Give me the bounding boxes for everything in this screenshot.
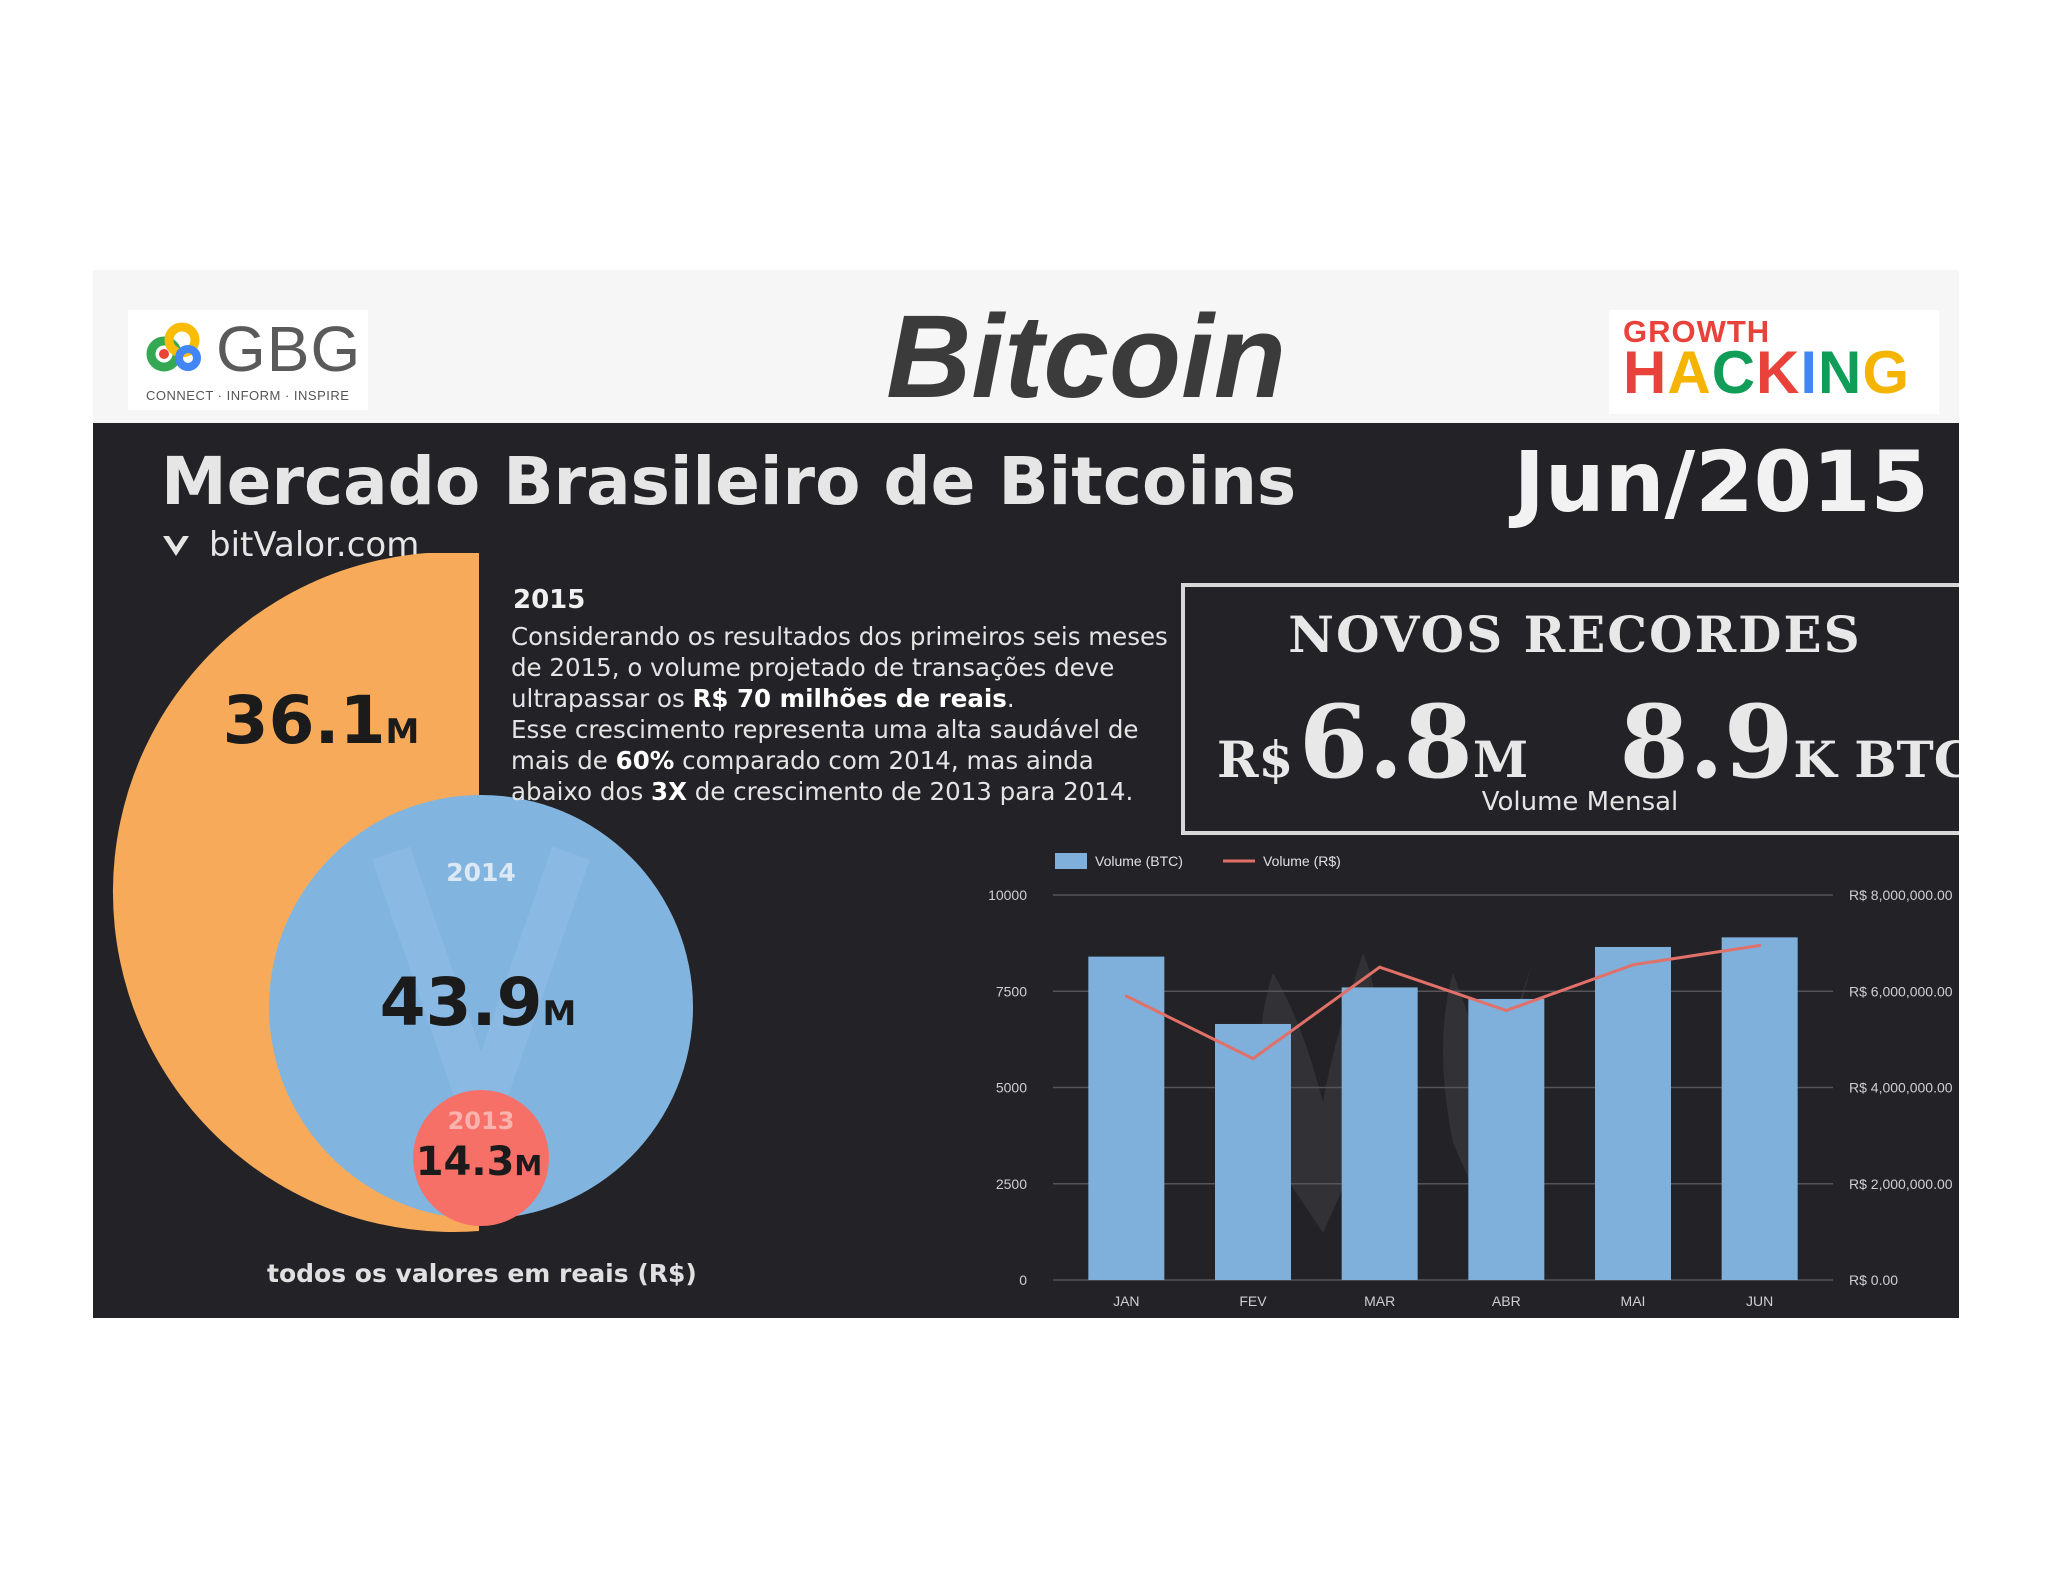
venn-value-2015: 36.1M (223, 682, 420, 759)
bar (1341, 987, 1418, 1280)
growth-hacking-letter: C (1711, 339, 1757, 406)
line-point (1251, 1057, 1255, 1061)
venn-value-2014: 43.9M (380, 964, 577, 1041)
growth-hacking-bottom: HACKING (1623, 340, 1910, 406)
growth-hacking-letter: N (1818, 339, 1863, 406)
line-point (1631, 963, 1635, 967)
venn-circle-2014 (269, 795, 693, 1219)
growth-hacking-letter: K (1756, 339, 1801, 406)
growth-hacking-letter: G (1862, 339, 1911, 406)
bar (1215, 1023, 1291, 1280)
y2-tick-label: R$ 0.00 (1849, 1272, 1898, 1288)
records-box: NOVOS RECORDES R$ 6.8M 8.9K BTC Volume M… (1181, 583, 1959, 835)
series-line-volume-brl (1125, 944, 1760, 1061)
page-title: Bitcoin (886, 291, 1286, 423)
source-label: bitValor.com (209, 525, 420, 565)
y2-tick-label: R$ 2,000,000.00 (1849, 1176, 1953, 1192)
x-tick-label: MAR (1364, 1293, 1395, 1309)
y-tick-label: 0 (1019, 1272, 1027, 1288)
venn-value-2013: 14.3M (416, 1139, 543, 1185)
venn-year-2014: 2014 (446, 858, 516, 887)
gbg-rings-icon (146, 322, 201, 372)
records-btc-value: 8.9 (1619, 683, 1794, 801)
y-tick-label: 7500 (996, 983, 1027, 999)
records-caption: Volume Mensal (1481, 787, 1679, 817)
legend-label: Volume (R$) (1263, 853, 1341, 869)
legend-swatch-bar (1055, 853, 1087, 869)
slide: GBG CONNECT · INFORM · INSPIRE Bitcoin G… (93, 270, 1959, 1318)
x-tick-label: JAN (1113, 1293, 1139, 1309)
y2-tick-label: R$ 4,000,000.00 (1849, 1080, 1953, 1096)
x-tick-label: FEV (1239, 1293, 1267, 1309)
infographic-panel: Mercado Brasileiro de Bitcoins Jun/2015 … (93, 423, 1959, 1318)
y2-tick-label: R$ 6,000,000.00 (1849, 983, 1953, 999)
records-values: R$ 6.8M 8.9K BTC (1217, 683, 1959, 801)
growth-hacking-letter: I (1800, 339, 1819, 406)
note-year: 2015 (513, 585, 586, 615)
x-tick-label: MAI (1621, 1293, 1646, 1309)
bar (1088, 956, 1165, 1280)
y2-tick-label: R$ 8,000,000.00 (1849, 887, 1953, 903)
records-btc-unit: K BTC (1793, 730, 1959, 789)
note-body: Considerando os resultados dos primeiros… (511, 622, 1168, 806)
records-brl-value: 6.8 (1298, 683, 1473, 801)
venn-diagram: 36.1M 2014 43.9M 2013 14.3M (113, 553, 693, 1232)
growth-hacking-logo: GROWTH HACKING (1609, 310, 1939, 414)
gbg-logo: GBG CONNECT · INFORM · INSPIRE (128, 310, 368, 410)
records-brl-unit: M (1472, 730, 1529, 789)
panel-date: Jun/2015 (1513, 433, 1929, 531)
gbg-wordmark: GBG (216, 313, 362, 385)
x-tick-label: ABR (1492, 1293, 1521, 1309)
bar (1468, 998, 1545, 1280)
y-tick-label: 5000 (996, 1080, 1027, 1096)
bar (1721, 937, 1798, 1280)
y-tick-label: 10000 (988, 887, 1027, 903)
footnote: todos os valores em reais (R$) (267, 1259, 697, 1288)
bitvalor-icon (163, 536, 189, 556)
line-point (1378, 965, 1382, 969)
header: GBG CONNECT · INFORM · INSPIRE Bitcoin G… (93, 270, 1959, 423)
legend-label: Volume (BTC) (1095, 853, 1183, 869)
panel-title: Mercado Brasileiro de Bitcoins (161, 443, 1297, 520)
venn-year-2013: 2013 (448, 1107, 515, 1135)
venn-circle-2013 (413, 1090, 549, 1226)
records-title: NOVOS RECORDES (1288, 605, 1862, 664)
line-point (1758, 944, 1762, 948)
line-point (1124, 994, 1128, 998)
source: bitValor.com (161, 525, 419, 565)
gbg-tagline: CONNECT · INFORM · INSPIRE (146, 388, 350, 403)
records-brl-prefix: R$ (1217, 730, 1294, 789)
line-point (1504, 1009, 1508, 1012)
growth-hacking-letter: A (1667, 339, 1712, 406)
bar (1595, 946, 1671, 1280)
growth-hacking-top: GROWTH (1623, 314, 1771, 349)
x-tick-label: JUN (1746, 1293, 1773, 1309)
growth-hacking-letter: H (1623, 339, 1668, 406)
volume-chart: 0 R$ 0.00 2500 R$ 2,000,000.00 5000 R$ 4,000,… (988, 853, 1953, 1309)
y-tick-label: 2500 (996, 1176, 1027, 1192)
